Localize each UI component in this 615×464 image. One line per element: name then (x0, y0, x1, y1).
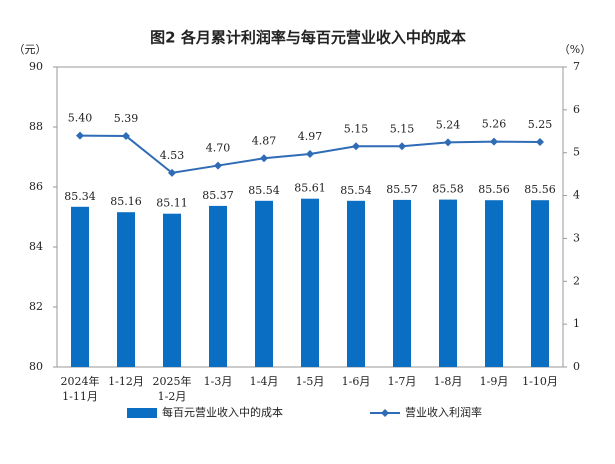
line-value-label: 5.26 (482, 118, 507, 131)
line-value-label: 5.40 (68, 112, 93, 125)
bar-value-label: 85.56 (524, 183, 556, 196)
line-marker (444, 138, 452, 147)
bar-value-label: 85.54 (340, 184, 372, 197)
y-axis-unit: （元） (14, 43, 47, 56)
x-tick-label: 1-8月 (434, 375, 463, 388)
x-tick-label: 1-12月 (108, 375, 144, 388)
bar (163, 213, 181, 367)
x-tick-label: 1-9月 (480, 375, 509, 388)
y2-axis-unit: （%） (559, 43, 591, 56)
line-marker (122, 132, 130, 140)
bar (485, 200, 503, 367)
line-marker (260, 154, 268, 163)
bar-value-label: 85.57 (386, 183, 418, 196)
line-marker (352, 142, 360, 151)
bar-value-label: 85.54 (248, 184, 280, 197)
y2-tick-label: 5 (573, 146, 580, 159)
line-value-label: 4.87 (252, 134, 277, 147)
bar (301, 198, 319, 367)
line-marker (76, 131, 84, 140)
line-marker (168, 168, 176, 177)
y2-tick-label: 6 (573, 103, 580, 116)
bar-value-label: 85.34 (64, 190, 96, 203)
legend-swatch (127, 408, 157, 418)
y2-tick-label: 4 (573, 189, 580, 202)
x-tick-label: 1-7月 (388, 375, 417, 388)
y2-tick-label: 2 (573, 274, 580, 287)
y-tick-label: 82 (29, 300, 43, 313)
bar (209, 205, 227, 367)
y2-tick-label: 1 (573, 317, 580, 330)
x-tick-label: 2025年 1-2月 (153, 374, 192, 403)
x-tick-label: 1-5月 (296, 375, 325, 388)
line-value-label: 4.70 (206, 142, 231, 155)
line-value-label: 5.25 (528, 118, 553, 131)
x-tick-label: 2024年 1-11月 (61, 374, 100, 403)
y-tick-label: 80 (29, 360, 43, 373)
line-marker (536, 138, 544, 146)
bar (439, 199, 457, 367)
bar (71, 206, 89, 367)
x-tick-label: 1-10月 (522, 375, 558, 388)
line-value-label: 5.39 (114, 112, 139, 125)
legend-label: 每百元营业收入中的成本 (162, 405, 283, 419)
bar-value-label: 85.11 (156, 197, 188, 210)
line-marker (306, 150, 314, 158)
line-value-label: 5.15 (390, 122, 415, 135)
legend-label: 营业收入利润率 (405, 405, 482, 419)
legend-swatch (381, 409, 389, 417)
line-value-label: 4.53 (160, 149, 185, 162)
y2-tick-label: 3 (573, 231, 580, 244)
bar-value-label: 85.56 (478, 183, 510, 196)
bar (347, 200, 365, 367)
x-tick-label: 1-6月 (342, 375, 371, 388)
bar (117, 212, 135, 367)
x-tick-label: 1-4月 (250, 375, 279, 388)
y-tick-label: 86 (29, 180, 43, 193)
bar (531, 200, 549, 367)
line-value-label: 5.24 (436, 118, 461, 131)
line-marker (490, 137, 498, 146)
x-tick-label: 1-3月 (204, 375, 233, 388)
y-tick-label: 88 (29, 120, 43, 133)
bar-value-label: 85.16 (110, 195, 142, 208)
chart-title: 图2 各月累计利润率与每百元营业收入中的成本 (150, 29, 466, 47)
line-marker (214, 161, 222, 170)
bar (393, 199, 411, 367)
y2-tick-label: 0 (573, 360, 580, 373)
bar-value-label: 85.37 (202, 189, 234, 202)
bar-value-label: 85.61 (294, 182, 326, 195)
line-marker (398, 142, 406, 151)
bar-value-label: 85.58 (432, 183, 464, 196)
y-tick-label: 84 (29, 240, 43, 253)
y-tick-label: 90 (29, 60, 43, 73)
y2-tick-label: 7 (573, 60, 580, 73)
bar (255, 200, 273, 367)
line-value-label: 5.15 (344, 122, 369, 135)
line-value-label: 4.97 (298, 130, 323, 143)
